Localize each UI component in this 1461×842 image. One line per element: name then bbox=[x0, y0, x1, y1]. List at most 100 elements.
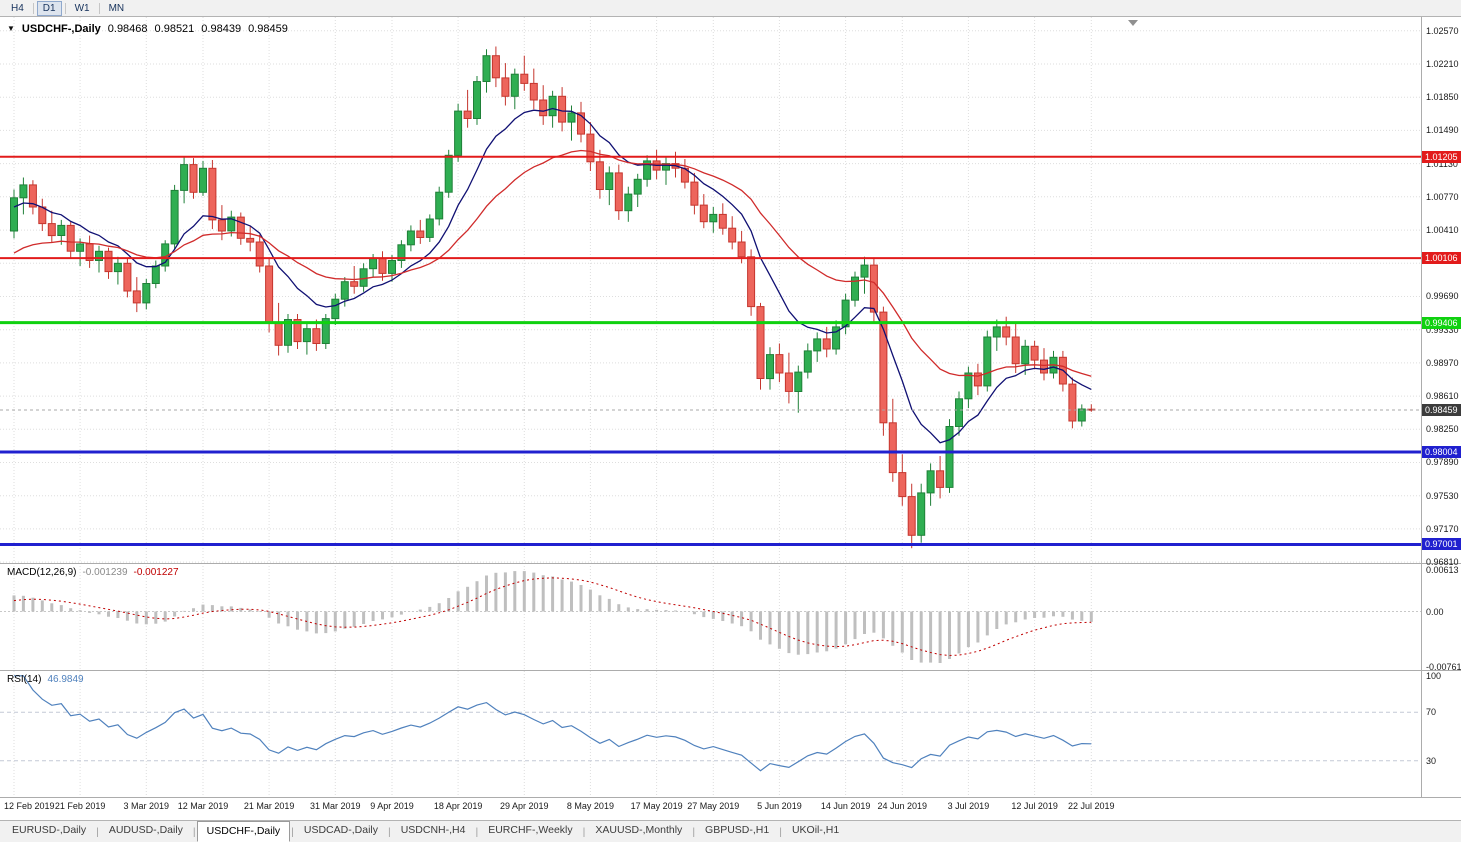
timeframe-button-d1[interactable]: D1 bbox=[36, 0, 62, 16]
candle bbox=[907, 496, 916, 536]
candle bbox=[1068, 383, 1077, 422]
candle bbox=[539, 99, 548, 117]
chart-tab[interactable]: UKOil-,H1 bbox=[791, 824, 840, 836]
candle bbox=[813, 338, 822, 352]
ohlc-high: 0.98521 bbox=[154, 23, 195, 35]
candle bbox=[482, 55, 491, 82]
candle bbox=[151, 265, 160, 284]
candle bbox=[983, 336, 992, 387]
chart-tab[interactable]: USDCHF-,Daily bbox=[196, 821, 291, 842]
chart-tab[interactable]: AUDUSD-,Daily bbox=[108, 824, 183, 836]
price-axis[interactable] bbox=[1422, 17, 1461, 797]
candle bbox=[1077, 408, 1086, 422]
candle bbox=[567, 112, 576, 123]
candle bbox=[510, 73, 519, 97]
candle bbox=[321, 318, 330, 345]
tab-separator: | bbox=[96, 825, 99, 838]
candle bbox=[624, 193, 633, 212]
candle bbox=[284, 319, 292, 346]
candle bbox=[378, 258, 387, 274]
candle bbox=[189, 164, 198, 193]
candle bbox=[340, 281, 349, 300]
candle bbox=[548, 95, 557, 117]
candle bbox=[95, 250, 103, 262]
candle bbox=[501, 77, 510, 97]
candle bbox=[945, 426, 954, 488]
candle bbox=[917, 492, 926, 536]
chart-tab[interactable]: USDCAD-,Daily bbox=[303, 824, 378, 836]
chart-tab-bar: EURUSD-,Daily | AUDUSD-,Daily | USDCHF-,Dail… bbox=[0, 820, 1461, 842]
candle bbox=[132, 290, 141, 304]
tab-separator: | bbox=[779, 825, 782, 838]
candle bbox=[1040, 359, 1048, 374]
candle bbox=[633, 178, 642, 195]
candle bbox=[973, 372, 982, 387]
chart-tab[interactable]: EURCHF-,Weekly bbox=[488, 824, 573, 836]
candle bbox=[406, 230, 415, 246]
candle bbox=[699, 204, 708, 223]
candle bbox=[520, 73, 529, 84]
candle bbox=[747, 256, 756, 308]
candle bbox=[246, 237, 255, 243]
candle bbox=[473, 81, 481, 119]
chart-tab[interactable]: USDCNH-,H4 bbox=[400, 824, 466, 836]
candle bbox=[38, 206, 47, 225]
candle bbox=[236, 216, 245, 239]
chart-tab[interactable]: EURUSD-,Daily bbox=[12, 824, 87, 836]
candle bbox=[1030, 345, 1039, 361]
time-axis[interactable] bbox=[0, 797, 1422, 819]
candle bbox=[879, 311, 888, 424]
toolbar-separator bbox=[64, 2, 66, 14]
candle bbox=[936, 470, 945, 488]
timeframe-button-h4[interactable]: H4 bbox=[5, 1, 30, 16]
candle bbox=[851, 276, 859, 301]
candle bbox=[832, 326, 841, 350]
candle bbox=[142, 283, 151, 304]
candle bbox=[964, 372, 973, 400]
chart-menu-arrow-icon[interactable]: ▼ bbox=[7, 24, 15, 33]
macd-signal-line bbox=[13, 577, 1092, 657]
candle bbox=[397, 244, 406, 262]
candle bbox=[104, 250, 113, 273]
macd-indicator-label: MACD(12,26,9) -0.001239 -0.001227 bbox=[7, 567, 179, 578]
toolbar-separator bbox=[32, 2, 34, 14]
rsi-indicator-label: RSI(14) 46.9849 bbox=[7, 674, 84, 685]
candle bbox=[463, 110, 472, 119]
chart-tab[interactable]: XAUUSD-,Monthly bbox=[595, 824, 683, 836]
chart-tab[interactable]: GBPUSD-,H1 bbox=[705, 824, 770, 836]
candle bbox=[331, 298, 340, 320]
tab-separator: | bbox=[692, 825, 696, 838]
candle bbox=[113, 262, 122, 273]
candle bbox=[558, 95, 567, 123]
candle bbox=[860, 264, 869, 278]
candle bbox=[57, 224, 66, 236]
ma-slow-line bbox=[13, 149, 1092, 377]
candle bbox=[28, 184, 37, 208]
macd-value-signal: -0.001227 bbox=[133, 567, 179, 578]
candle bbox=[312, 328, 321, 345]
candle bbox=[180, 164, 189, 191]
candle bbox=[794, 371, 803, 393]
candle bbox=[577, 112, 585, 135]
ma-fast-line bbox=[13, 107, 1092, 444]
tab-separator: | bbox=[387, 825, 391, 838]
candle bbox=[888, 422, 897, 474]
candle bbox=[265, 265, 274, 324]
symbol-label: USDCHF-,Daily bbox=[21, 23, 101, 35]
timeframe-button-mn[interactable]: MN bbox=[103, 1, 131, 16]
rsi-value: 46.9849 bbox=[47, 674, 84, 685]
candle bbox=[227, 216, 236, 232]
tab-separator: | bbox=[582, 825, 586, 838]
chart-shift-marker-icon[interactable] bbox=[1128, 20, 1138, 26]
candle bbox=[690, 181, 699, 206]
timeframe-button-w1[interactable]: W1 bbox=[69, 1, 96, 16]
candle bbox=[491, 55, 500, 79]
macd-histogram bbox=[12, 571, 1093, 663]
candle bbox=[898, 472, 907, 498]
candle bbox=[293, 319, 302, 343]
candle bbox=[955, 398, 963, 427]
candle bbox=[756, 306, 765, 380]
candle bbox=[388, 260, 396, 274]
candle bbox=[586, 133, 595, 163]
